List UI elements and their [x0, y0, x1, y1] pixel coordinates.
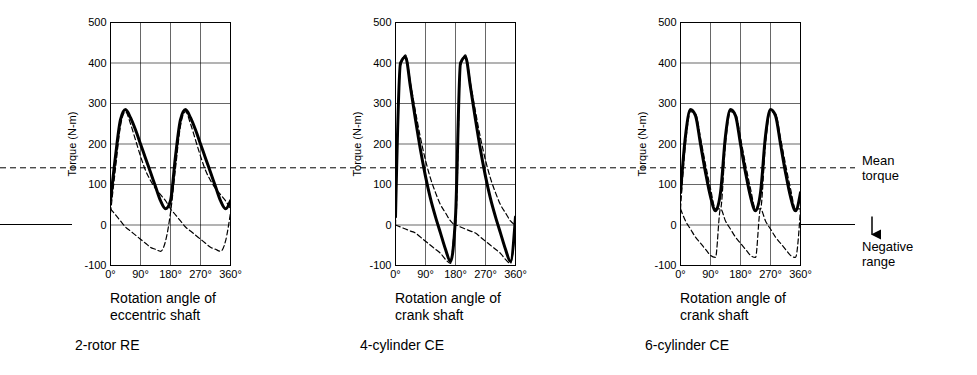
svg-text:270°: 270°: [474, 268, 497, 280]
svg-text:300: 300: [88, 97, 106, 109]
html-text:Rotation angle of crank shaft: Rotation angle of crank shaft: [395, 290, 501, 323]
svg-text:400: 400: [88, 57, 106, 69]
svg-text:360°: 360°: [219, 268, 242, 280]
svg-text:500: 500: [373, 16, 391, 28]
svg-text:90°: 90°: [132, 268, 149, 280]
svg-text:500: 500: [658, 16, 676, 28]
svg-text:360°: 360°: [789, 268, 812, 280]
svg-text:90°: 90°: [417, 268, 434, 280]
svg-text:100: 100: [658, 178, 676, 190]
svg-text:400: 400: [658, 57, 676, 69]
html-text:6-cylinder CE: 6-cylinder CE: [645, 337, 729, 353]
html-text:4-cylinder CE: 4-cylinder CE: [360, 337, 444, 353]
svg-text:-100: -100: [84, 259, 106, 271]
svg-text:200: 200: [88, 138, 106, 150]
html-text:Rotation angle of crank shaft: Rotation angle of crank shaft: [680, 290, 786, 323]
svg-text:300: 300: [373, 97, 391, 109]
svg-text:500: 500: [88, 16, 106, 28]
svg-text:270°: 270°: [759, 268, 782, 280]
svg-text:200: 200: [658, 138, 676, 150]
svg-text:Torque (N-m): Torque (N-m): [351, 112, 363, 177]
svg-text:360°: 360°: [504, 268, 527, 280]
svg-text:180°: 180°: [159, 268, 182, 280]
svg-text:Torque (N-m): Torque (N-m): [636, 112, 648, 177]
svg-text:Torque (N-m): Torque (N-m): [66, 112, 78, 177]
html-text:Mean torque: Mean torque: [862, 152, 899, 183]
html-text:Rotation angle of eccentric sh: Rotation angle of eccentric shaft: [110, 290, 216, 323]
svg-text:100: 100: [88, 178, 106, 190]
svg-text:0°: 0°: [675, 268, 686, 280]
svg-text:-100: -100: [654, 259, 676, 271]
svg-text:0: 0: [385, 219, 391, 231]
svg-text:0°: 0°: [390, 268, 401, 280]
svg-text:270°: 270°: [189, 268, 212, 280]
svg-text:0°: 0°: [105, 268, 116, 280]
svg-text:300: 300: [658, 97, 676, 109]
svg-text:100: 100: [373, 178, 391, 190]
svg-text:90°: 90°: [702, 268, 719, 280]
svg-text:200: 200: [373, 138, 391, 150]
svg-text:400: 400: [373, 57, 391, 69]
svg-text:180°: 180°: [729, 268, 752, 280]
html-text:2-rotor RE: 2-rotor RE: [75, 337, 140, 353]
svg-text:180°: 180°: [444, 268, 467, 280]
svg-text:0: 0: [100, 219, 106, 231]
svg-text:0: 0: [670, 219, 676, 231]
svg-text:-100: -100: [369, 259, 391, 271]
html-text:Negative range: Negative range: [862, 238, 914, 269]
